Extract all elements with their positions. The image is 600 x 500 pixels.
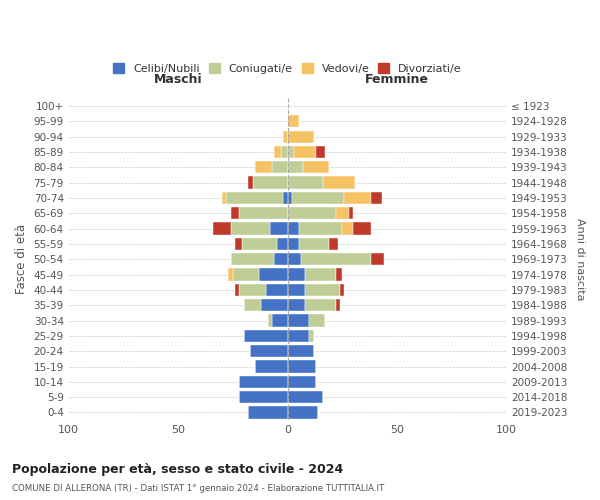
Bar bbox=[316, 146, 325, 158]
Bar bbox=[266, 284, 287, 296]
Bar bbox=[235, 284, 239, 296]
Bar bbox=[235, 238, 242, 250]
Bar bbox=[272, 161, 287, 173]
Bar bbox=[349, 207, 353, 220]
Bar bbox=[255, 360, 287, 372]
Bar bbox=[287, 376, 316, 388]
Bar bbox=[259, 268, 287, 280]
Bar bbox=[294, 146, 316, 158]
Text: Femmine: Femmine bbox=[365, 73, 429, 86]
Bar bbox=[239, 284, 266, 296]
Text: Popolazione per età, sesso e stato civile - 2024: Popolazione per età, sesso e stato civil… bbox=[12, 462, 343, 475]
Bar bbox=[287, 391, 323, 404]
Bar bbox=[287, 146, 294, 158]
Text: Maschi: Maschi bbox=[154, 73, 202, 86]
Bar bbox=[242, 238, 277, 250]
Bar bbox=[230, 222, 270, 234]
Bar bbox=[213, 222, 230, 234]
Bar bbox=[287, 192, 292, 204]
Bar bbox=[344, 192, 371, 204]
Bar bbox=[353, 222, 371, 234]
Bar bbox=[226, 192, 283, 204]
Bar bbox=[292, 192, 344, 204]
Bar bbox=[310, 330, 314, 342]
Bar bbox=[299, 238, 329, 250]
Bar bbox=[233, 268, 259, 280]
Bar bbox=[287, 299, 305, 312]
Bar bbox=[239, 391, 287, 404]
Bar bbox=[329, 238, 338, 250]
Bar bbox=[340, 284, 344, 296]
Bar bbox=[274, 253, 287, 266]
Bar bbox=[287, 161, 303, 173]
Bar bbox=[287, 222, 299, 234]
Bar bbox=[287, 284, 305, 296]
Bar bbox=[287, 345, 314, 358]
Bar bbox=[305, 268, 336, 280]
Bar bbox=[310, 314, 325, 326]
Bar bbox=[287, 314, 310, 326]
Bar bbox=[342, 222, 353, 234]
Bar bbox=[283, 192, 287, 204]
Bar bbox=[287, 130, 314, 143]
Bar bbox=[305, 299, 336, 312]
Bar bbox=[239, 207, 287, 220]
Bar bbox=[287, 238, 299, 250]
Bar bbox=[283, 130, 287, 143]
Bar bbox=[287, 207, 336, 220]
Bar bbox=[336, 299, 340, 312]
Bar bbox=[336, 268, 342, 280]
Bar bbox=[287, 253, 301, 266]
Bar bbox=[287, 406, 318, 418]
Bar bbox=[287, 330, 310, 342]
Y-axis label: Fasce di età: Fasce di età bbox=[15, 224, 28, 294]
Bar bbox=[287, 115, 299, 128]
Bar bbox=[371, 253, 384, 266]
Bar bbox=[244, 299, 261, 312]
Bar bbox=[230, 253, 274, 266]
Bar bbox=[281, 146, 287, 158]
Bar bbox=[371, 192, 382, 204]
Legend: Celibi/Nubili, Coniugati/e, Vedovi/e, Divorziati/e: Celibi/Nubili, Coniugati/e, Vedovi/e, Di… bbox=[109, 59, 466, 78]
Text: COMUNE DI ALLERONA (TR) - Dati ISTAT 1° gennaio 2024 - Elaborazione TUTTITALIA.I: COMUNE DI ALLERONA (TR) - Dati ISTAT 1° … bbox=[12, 484, 384, 493]
Bar bbox=[239, 376, 287, 388]
Bar bbox=[261, 299, 287, 312]
Bar bbox=[277, 238, 287, 250]
Bar bbox=[250, 345, 287, 358]
Y-axis label: Anni di nascita: Anni di nascita bbox=[575, 218, 585, 300]
Bar bbox=[336, 207, 349, 220]
Bar bbox=[299, 222, 342, 234]
Bar bbox=[229, 268, 233, 280]
Bar bbox=[270, 222, 287, 234]
Bar bbox=[244, 330, 287, 342]
Bar bbox=[301, 253, 371, 266]
Bar bbox=[303, 161, 329, 173]
Bar bbox=[323, 176, 355, 189]
Bar bbox=[268, 314, 272, 326]
Bar bbox=[305, 284, 340, 296]
Bar bbox=[248, 406, 287, 418]
Bar bbox=[287, 268, 305, 280]
Bar bbox=[274, 146, 281, 158]
Bar bbox=[248, 176, 253, 189]
Bar bbox=[230, 207, 239, 220]
Bar bbox=[255, 161, 272, 173]
Bar bbox=[272, 314, 287, 326]
Bar bbox=[253, 176, 287, 189]
Bar bbox=[287, 176, 323, 189]
Bar bbox=[222, 192, 226, 204]
Bar bbox=[287, 360, 316, 372]
